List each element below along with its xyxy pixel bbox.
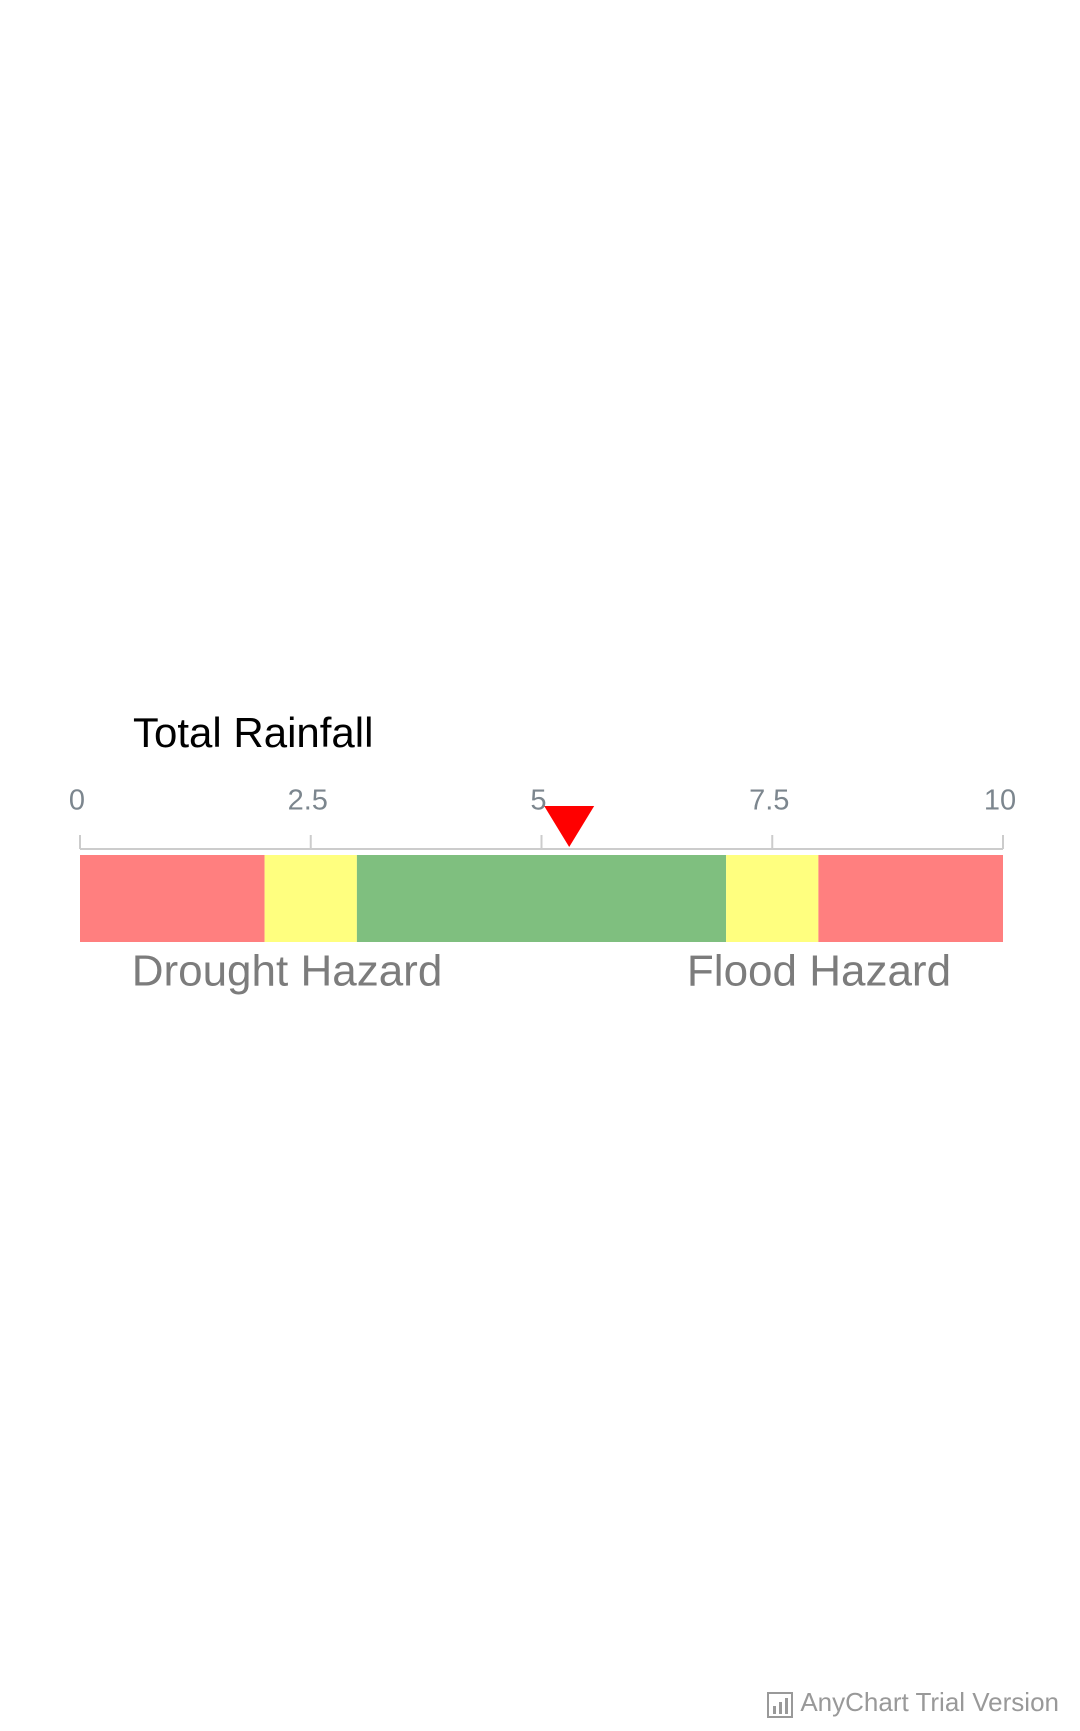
range-band (264, 855, 357, 942)
tick-label: 7.5 (749, 785, 789, 817)
watermark-icon (767, 1692, 793, 1718)
range-band (818, 855, 1003, 942)
range-band (726, 855, 819, 942)
marker (544, 806, 595, 847)
tick-label: 10 (984, 785, 1016, 817)
watermark: AnyChart Trial Version (800, 1687, 1059, 1717)
range-label: Drought Hazard (132, 947, 443, 996)
tick-label: 5 (530, 785, 546, 817)
range-band (80, 855, 265, 942)
tick-label: 2.5 (288, 785, 328, 817)
chart-title: Total Rainfall (133, 709, 373, 756)
tick-label: 0 (69, 785, 85, 817)
range-label: Flood Hazard (687, 947, 951, 996)
range-band (356, 855, 727, 942)
